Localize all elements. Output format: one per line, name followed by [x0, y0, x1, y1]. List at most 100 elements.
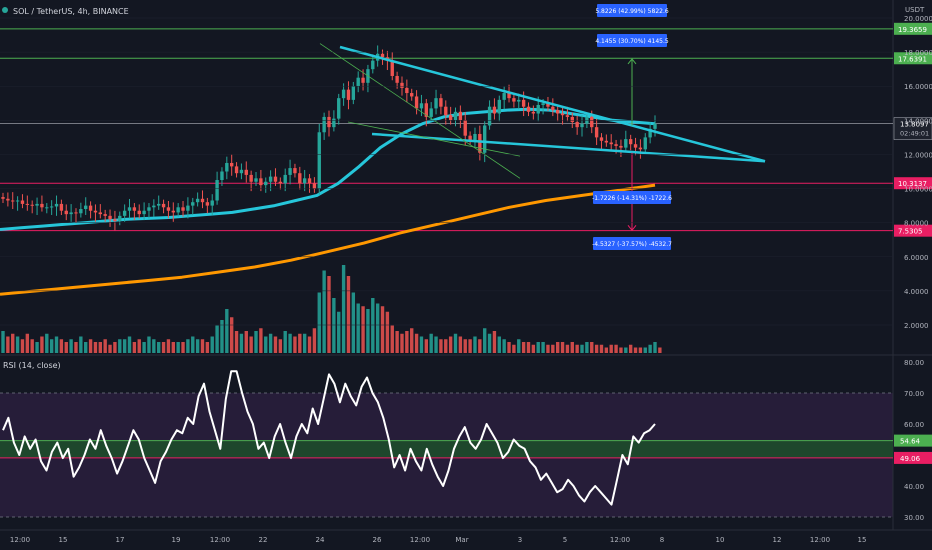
- candle-body[interactable]: [45, 207, 49, 209]
- candle-body[interactable]: [215, 180, 219, 201]
- candle-body[interactable]: [410, 93, 414, 97]
- candle-body[interactable]: [118, 215, 122, 221]
- measure-box[interactable]: [597, 34, 667, 47]
- candle-body[interactable]: [229, 162, 234, 167]
- candle-body[interactable]: [49, 206, 54, 208]
- candle-body[interactable]: [414, 96, 419, 109]
- candle-body[interactable]: [249, 174, 253, 182]
- candle-body[interactable]: [273, 176, 278, 182]
- candle-body[interactable]: [283, 174, 287, 184]
- candle-body[interactable]: [560, 113, 565, 116]
- candle-body[interactable]: [127, 207, 132, 211]
- candle-body[interactable]: [478, 133, 482, 153]
- candle-body[interactable]: [307, 178, 312, 184]
- candle-body[interactable]: [341, 89, 346, 99]
- candle-body[interactable]: [317, 132, 321, 189]
- candle-body[interactable]: [546, 103, 550, 107]
- candle-body[interactable]: [531, 111, 536, 114]
- candle-body[interactable]: [419, 103, 424, 109]
- candle-body[interactable]: [483, 125, 487, 153]
- measure-box[interactable]: [597, 4, 667, 17]
- candle-body[interactable]: [439, 98, 443, 107]
- candle-body[interactable]: [594, 127, 599, 138]
- candle-body[interactable]: [390, 60, 394, 76]
- candle-body[interactable]: [64, 210, 68, 215]
- candle-body[interactable]: [132, 207, 137, 211]
- candle-body[interactable]: [492, 106, 497, 114]
- candle-body[interactable]: [609, 142, 613, 145]
- candle-body[interactable]: [161, 203, 166, 208]
- candle-body[interactable]: [653, 123, 657, 129]
- candle-body[interactable]: [11, 200, 15, 202]
- candle-body[interactable]: [638, 147, 643, 150]
- candle-body[interactable]: [298, 173, 302, 184]
- candle-body[interactable]: [195, 198, 200, 203]
- symbol-title[interactable]: SOL / TetherUS, 4h, BINANCE: [13, 7, 129, 16]
- candle-body[interactable]: [395, 75, 399, 83]
- candle-body[interactable]: [575, 122, 579, 128]
- rsi-title[interactable]: RSI (14, close): [3, 361, 61, 370]
- candle-body[interactable]: [25, 203, 30, 205]
- candle-body[interactable]: [103, 214, 107, 216]
- candle-body[interactable]: [473, 133, 477, 141]
- candle-body[interactable]: [322, 116, 326, 133]
- candle-body[interactable]: [502, 93, 506, 100]
- candle-body[interactable]: [380, 53, 385, 58]
- candle-body[interactable]: [69, 212, 73, 215]
- candle-body[interactable]: [580, 123, 584, 128]
- candle-body[interactable]: [142, 210, 146, 215]
- candle-body[interactable]: [35, 203, 39, 206]
- candle-body[interactable]: [541, 103, 545, 105]
- candle-body[interactable]: [84, 205, 88, 210]
- candle-body[interactable]: [507, 93, 511, 99]
- candle-body[interactable]: [268, 176, 273, 182]
- candle-body[interactable]: [171, 210, 175, 213]
- candle-body[interactable]: [555, 110, 560, 114]
- candle-body[interactable]: [332, 118, 336, 128]
- candle-body[interactable]: [122, 210, 127, 216]
- candle-body[interactable]: [210, 200, 214, 206]
- candle-body[interactable]: [517, 99, 521, 102]
- candle-body[interactable]: [30, 204, 34, 206]
- candle-body[interactable]: [512, 98, 516, 102]
- candle-body[interactable]: [497, 99, 501, 114]
- candle-body[interactable]: [113, 219, 117, 221]
- candle-body[interactable]: [108, 215, 112, 220]
- wedge-lower-line[interactable]: [371, 132, 766, 163]
- candle-body[interactable]: [648, 128, 652, 138]
- candle-body[interactable]: [619, 145, 623, 148]
- candle-body[interactable]: [59, 203, 64, 211]
- candle-body[interactable]: [40, 203, 44, 208]
- candle-body[interactable]: [254, 178, 258, 182]
- candle-body[interactable]: [98, 212, 103, 215]
- wedge-upper-line[interactable]: [339, 45, 766, 163]
- candle-body[interactable]: [643, 137, 647, 150]
- candle-body[interactable]: [434, 98, 438, 109]
- candle-body[interactable]: [166, 207, 171, 211]
- candle-body[interactable]: [624, 139, 628, 148]
- candle-body[interactable]: [628, 139, 633, 145]
- candle-body[interactable]: [565, 115, 570, 117]
- candle-body[interactable]: [424, 103, 429, 117]
- candle-body[interactable]: [444, 106, 448, 116]
- candle-body[interactable]: [346, 89, 351, 100]
- candle-body[interactable]: [458, 111, 463, 121]
- candle-body[interactable]: [327, 116, 331, 128]
- trend-line-green[interactable]: [319, 43, 521, 179]
- candle-body[interactable]: [448, 115, 453, 121]
- candle-body[interactable]: [176, 207, 180, 213]
- candle-body[interactable]: [1, 197, 5, 199]
- candle-body[interactable]: [590, 116, 594, 128]
- candle-body[interactable]: [79, 209, 83, 214]
- candle-body[interactable]: [526, 106, 531, 112]
- measure-box[interactable]: [593, 191, 671, 204]
- candle-body[interactable]: [205, 202, 210, 206]
- candle-body[interactable]: [137, 210, 141, 215]
- candle-body[interactable]: [15, 200, 20, 202]
- candle-body[interactable]: [302, 178, 307, 184]
- candle-body[interactable]: [278, 181, 283, 184]
- candle-body[interactable]: [234, 166, 239, 174]
- candle-body[interactable]: [20, 200, 25, 204]
- candle-body[interactable]: [54, 203, 59, 207]
- candle-body[interactable]: [225, 162, 229, 172]
